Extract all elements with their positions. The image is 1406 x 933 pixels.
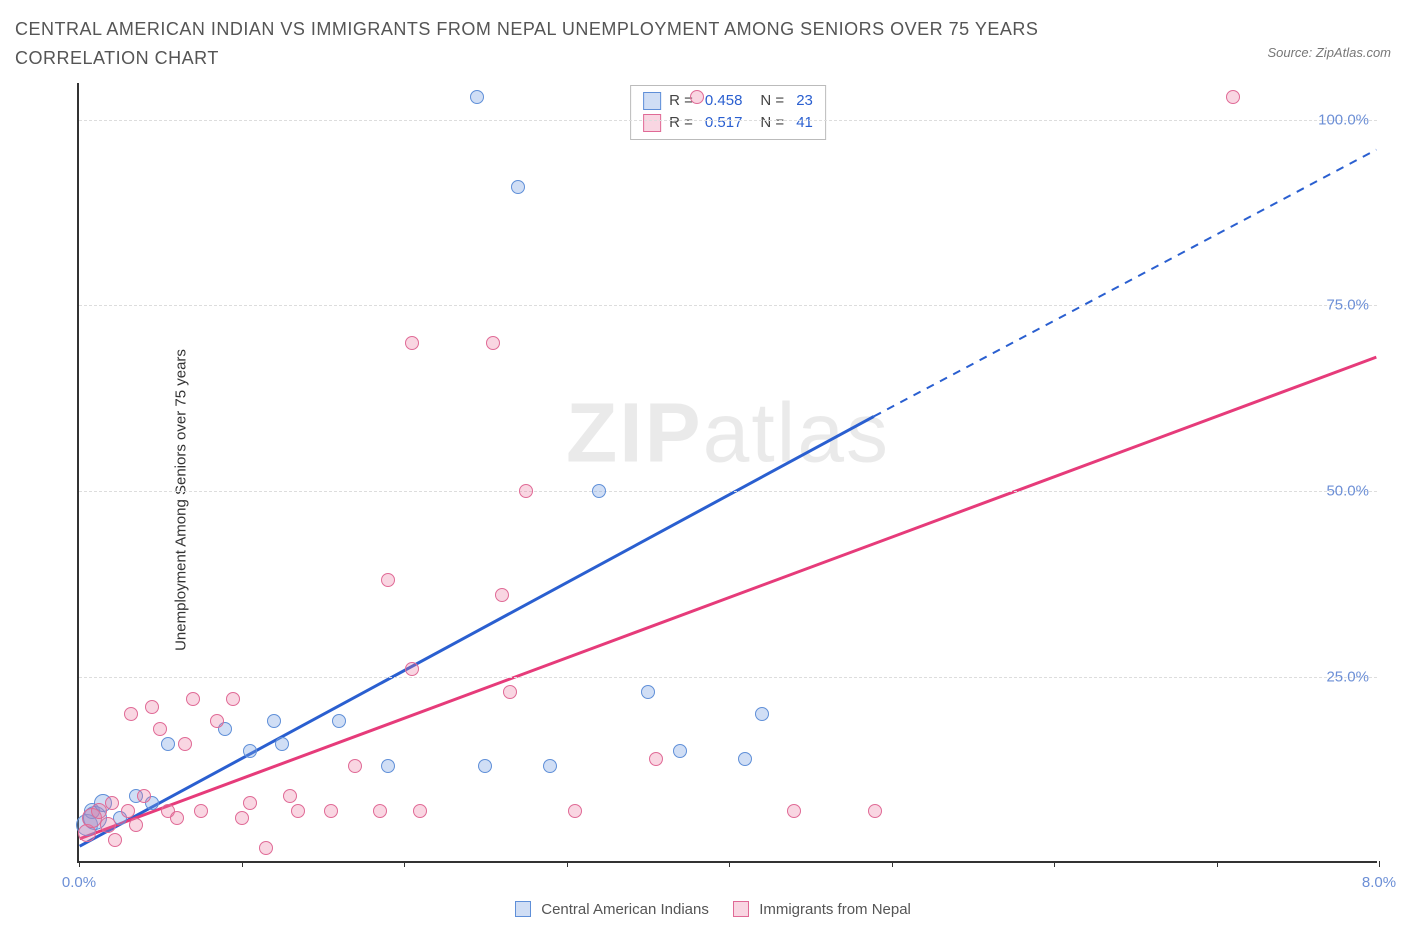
data-point — [543, 759, 557, 773]
data-point — [478, 759, 492, 773]
r-value-1: 0.458 — [705, 90, 743, 113]
data-point — [129, 818, 143, 832]
x-tick — [404, 861, 405, 867]
data-point — [641, 685, 655, 699]
data-point — [210, 714, 224, 728]
n-value-2: 41 — [796, 112, 813, 135]
data-point — [226, 692, 240, 706]
data-point — [170, 811, 184, 825]
data-point — [503, 685, 517, 699]
data-point — [381, 759, 395, 773]
data-point — [495, 588, 509, 602]
data-point — [259, 841, 273, 855]
legend-swatch-series-1 — [643, 92, 661, 110]
data-point — [108, 833, 122, 847]
data-point — [105, 796, 119, 810]
x-tick-label: 0.0% — [62, 874, 96, 891]
data-point — [324, 804, 338, 818]
gridline — [79, 120, 1377, 121]
data-point — [373, 804, 387, 818]
data-point — [283, 789, 297, 803]
gridline — [79, 305, 1377, 306]
source-credit: Source: ZipAtlas.com — [1267, 45, 1391, 60]
data-point — [267, 714, 281, 728]
data-point — [511, 180, 525, 194]
x-tick — [729, 861, 730, 867]
data-point — [673, 744, 687, 758]
data-point — [100, 817, 116, 833]
x-tick — [1217, 861, 1218, 867]
legend-swatch-series-1 — [515, 901, 531, 917]
data-point — [649, 752, 663, 766]
x-tick — [1379, 861, 1380, 867]
x-tick — [1054, 861, 1055, 867]
data-point — [194, 804, 208, 818]
data-point — [470, 90, 484, 104]
x-tick-label: 8.0% — [1362, 874, 1396, 891]
n-label: N = — [760, 112, 784, 135]
correlation-legend: R = 0.458 N = 23 R = 0.517 N = 41 — [630, 85, 826, 140]
data-point — [868, 804, 882, 818]
data-point — [568, 804, 582, 818]
data-point — [235, 811, 249, 825]
data-point — [519, 484, 533, 498]
data-point — [738, 752, 752, 766]
data-point — [381, 573, 395, 587]
data-point — [787, 804, 801, 818]
data-point — [243, 796, 257, 810]
r-label: R = — [669, 112, 693, 135]
data-point — [291, 804, 305, 818]
series-legend: Central American Indians Immigrants from… — [15, 901, 1391, 918]
y-tick-label: 50.0% — [1326, 483, 1369, 500]
data-point — [178, 737, 192, 751]
x-tick — [892, 861, 893, 867]
data-point — [592, 484, 606, 498]
data-point — [275, 737, 289, 751]
legend-swatch-series-2 — [733, 901, 749, 917]
data-point — [690, 90, 704, 104]
data-point — [145, 700, 159, 714]
data-point — [1226, 90, 1240, 104]
n-label: N = — [760, 90, 784, 113]
data-point — [405, 336, 419, 350]
x-tick — [79, 861, 80, 867]
y-tick-label: 25.0% — [1326, 668, 1369, 685]
r-value-2: 0.517 — [705, 112, 743, 135]
data-point — [755, 707, 769, 721]
x-tick — [567, 861, 568, 867]
chart-title: CENTRAL AMERICAN INDIAN VS IMMIGRANTS FR… — [15, 15, 1115, 73]
data-point — [121, 804, 135, 818]
x-tick — [242, 861, 243, 867]
series-2-name: Immigrants from Nepal — [759, 901, 911, 918]
data-point — [405, 662, 419, 676]
data-point — [161, 737, 175, 751]
data-point — [137, 789, 151, 803]
data-point — [332, 714, 346, 728]
data-point — [124, 707, 138, 721]
data-point — [153, 722, 167, 736]
legend-swatch-series-2 — [643, 114, 661, 132]
series-1-name: Central American Indians — [541, 901, 709, 918]
scatter-plot: ZIPatlas R = 0.458 N = 23 R = 0.517 N = … — [77, 83, 1377, 863]
data-point — [348, 759, 362, 773]
regression-lines — [79, 83, 1377, 861]
y-tick-label: 100.0% — [1318, 111, 1369, 128]
legend-row: R = 0.517 N = 41 — [643, 112, 813, 135]
watermark: ZIPatlas — [566, 384, 890, 481]
legend-row: R = 0.458 N = 23 — [643, 90, 813, 113]
data-point — [413, 804, 427, 818]
data-point — [243, 744, 257, 758]
r-label: R = — [669, 90, 693, 113]
data-point — [486, 336, 500, 350]
n-value-1: 23 — [796, 90, 813, 113]
gridline — [79, 491, 1377, 492]
y-tick-label: 75.0% — [1326, 297, 1369, 314]
gridline — [79, 677, 1377, 678]
data-point — [186, 692, 200, 706]
